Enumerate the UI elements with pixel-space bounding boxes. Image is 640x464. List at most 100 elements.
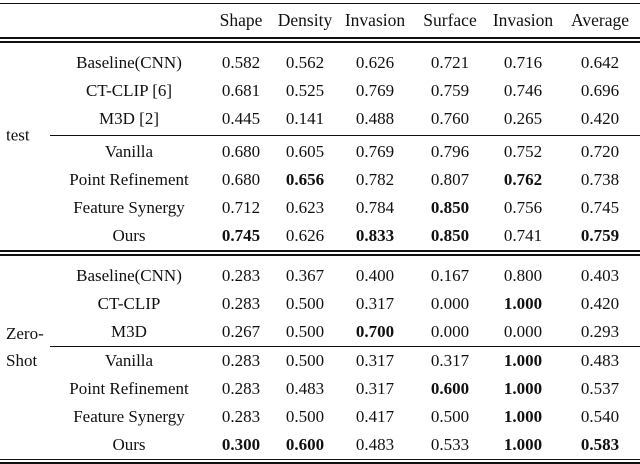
value-cell: 0.583 bbox=[560, 431, 640, 460]
value-cell: 1.000 bbox=[486, 431, 560, 460]
table-row: Point Refinement 0.680 0.656 0.782 0.807… bbox=[0, 166, 640, 194]
value-cell: 0.500 bbox=[285, 407, 325, 426]
table-row: CT-CLIP 0.283 0.500 0.317 0.000 1.000 0.… bbox=[0, 290, 640, 318]
value-cell: 0.745 bbox=[221, 226, 261, 245]
header-spacer-section bbox=[0, 3, 50, 43]
value-cell: 0.000 bbox=[486, 318, 560, 347]
value-cell: 0.488 bbox=[336, 105, 414, 136]
value-cell: 0.420 bbox=[580, 294, 620, 313]
value-cell: 0.642 bbox=[580, 53, 620, 72]
method-cell: M3D bbox=[50, 318, 208, 347]
value-cell: 0.712 bbox=[221, 198, 261, 217]
value-cell: 0.623 bbox=[285, 198, 325, 217]
value-cell: 0.782 bbox=[355, 170, 395, 189]
method-cell: Baseline(CNN) bbox=[76, 53, 182, 72]
value-cell: 0.283 bbox=[221, 351, 261, 370]
value-cell: 1.000 bbox=[503, 351, 543, 370]
value-cell: 0.483 bbox=[336, 431, 414, 460]
value-cell: 0.562 bbox=[285, 53, 325, 72]
value-cell: 0.367 bbox=[274, 250, 336, 290]
value-cell: 0.400 bbox=[336, 250, 414, 290]
value-cell: 0.445 bbox=[208, 105, 274, 136]
value-cell: 0.540 bbox=[580, 407, 620, 426]
value-cell: 0.500 bbox=[430, 407, 470, 426]
value-cell: 0.265 bbox=[486, 105, 560, 136]
value-cell: 0.762 bbox=[503, 170, 543, 189]
table-row: M3D [2] 0.445 0.141 0.488 0.760 0.265 0.… bbox=[0, 105, 640, 136]
value-cell: 0.759 bbox=[580, 226, 620, 245]
column-header-density: Density bbox=[274, 3, 336, 43]
value-cell: 0.850 bbox=[430, 226, 470, 245]
column-header-average: Average bbox=[560, 3, 640, 43]
column-header-shape: Shape bbox=[208, 3, 274, 43]
value-cell: 1.000 bbox=[503, 407, 543, 426]
table-row: Ours 0.300 0.600 0.483 0.533 1.000 0.583 bbox=[0, 431, 640, 460]
value-cell: 0.833 bbox=[355, 226, 395, 245]
value-cell: 0.167 bbox=[414, 250, 486, 290]
value-cell: 0.756 bbox=[503, 198, 543, 217]
table-row: Point Refinement 0.283 0.483 0.317 0.600… bbox=[0, 375, 640, 403]
method-cell: CT-CLIP [6] bbox=[85, 81, 173, 100]
header-row: Shape Density Invasion Surface Invasion … bbox=[0, 3, 640, 43]
table-row: Vanilla 0.680 0.605 0.769 0.796 0.752 0.… bbox=[0, 136, 640, 167]
section-label-cell: test bbox=[0, 40, 50, 253]
value-cell: 0.317 bbox=[355, 351, 395, 370]
value-cell: 1.000 bbox=[503, 379, 543, 398]
value-cell: 0.141 bbox=[274, 105, 336, 136]
value-cell: 0.605 bbox=[285, 142, 325, 161]
method-cell: M3D [2] bbox=[50, 105, 208, 136]
section-label: test bbox=[6, 125, 30, 145]
value-cell: 0.784 bbox=[355, 198, 395, 217]
value-cell: 0.403 bbox=[560, 250, 640, 290]
value-cell: 0.525 bbox=[285, 81, 325, 100]
section-test: test Baseline(CNN) 0.582 0.562 0.626 0.72… bbox=[0, 40, 640, 253]
column-header-surface: Surface bbox=[414, 3, 486, 43]
metrics-table: Shape Density Invasion Surface Invasion … bbox=[0, 3, 640, 460]
value-cell: 0.720 bbox=[580, 142, 620, 161]
value-cell: 0.680 bbox=[221, 142, 261, 161]
value-cell: 0.533 bbox=[414, 431, 486, 460]
value-cell: 0.680 bbox=[221, 170, 261, 189]
method-cell: Feature Synergy bbox=[73, 198, 185, 217]
value-cell: 0.500 bbox=[285, 294, 325, 313]
table-row: Feature Synergy 0.283 0.500 0.417 0.500 … bbox=[0, 403, 640, 431]
method-cell: Vanilla bbox=[104, 142, 154, 161]
value-cell: 0.483 bbox=[285, 379, 325, 398]
section-label-cell: Zero- Shot bbox=[0, 250, 50, 460]
value-cell: 0.759 bbox=[430, 81, 470, 100]
value-cell: 0.317 bbox=[355, 379, 395, 398]
value-cell: 0.417 bbox=[355, 407, 395, 426]
column-header-invasion: Invasion bbox=[336, 3, 414, 43]
header-spacer-method bbox=[50, 3, 208, 43]
value-cell: 0.700 bbox=[336, 318, 414, 347]
value-cell: 0.283 bbox=[221, 379, 261, 398]
value-cell: 0.741 bbox=[503, 226, 543, 245]
value-cell: 0.600 bbox=[430, 379, 470, 398]
method-cell: Ours bbox=[112, 226, 146, 245]
method-cell: Feature Synergy bbox=[73, 407, 185, 426]
value-cell: 0.721 bbox=[430, 53, 470, 72]
value-cell: 0.716 bbox=[503, 53, 543, 72]
value-cell: 0.850 bbox=[430, 198, 470, 217]
value-cell: 0.000 bbox=[430, 294, 470, 313]
value-cell: 0.600 bbox=[274, 431, 336, 460]
value-cell: 0.483 bbox=[580, 351, 620, 370]
value-cell: 0.738 bbox=[580, 170, 620, 189]
value-cell: 0.807 bbox=[430, 170, 470, 189]
value-cell: 0.800 bbox=[486, 250, 560, 290]
value-cell: 0.746 bbox=[503, 81, 543, 100]
value-cell: 0.696 bbox=[580, 81, 620, 100]
value-cell: 0.796 bbox=[430, 142, 470, 161]
value-cell: 1.000 bbox=[503, 294, 543, 313]
value-cell: 0.420 bbox=[560, 105, 640, 136]
value-cell: 0.626 bbox=[355, 53, 395, 72]
value-cell: 0.500 bbox=[285, 351, 325, 370]
value-cell: 0.752 bbox=[503, 142, 543, 161]
value-cell: 0.283 bbox=[221, 294, 261, 313]
table-row: Feature Synergy 0.712 0.623 0.784 0.850 … bbox=[0, 194, 640, 222]
table-row: Ours 0.745 0.626 0.833 0.850 0.741 0.759 bbox=[0, 222, 640, 253]
value-cell: 0.582 bbox=[221, 53, 261, 72]
value-cell: 0.000 bbox=[414, 318, 486, 347]
table-row: M3D 0.267 0.500 0.700 0.000 0.000 0.293 bbox=[0, 318, 640, 347]
table-row: Zero- Shot Baseline(CNN) 0.283 0.367 0.400… bbox=[0, 250, 640, 460]
